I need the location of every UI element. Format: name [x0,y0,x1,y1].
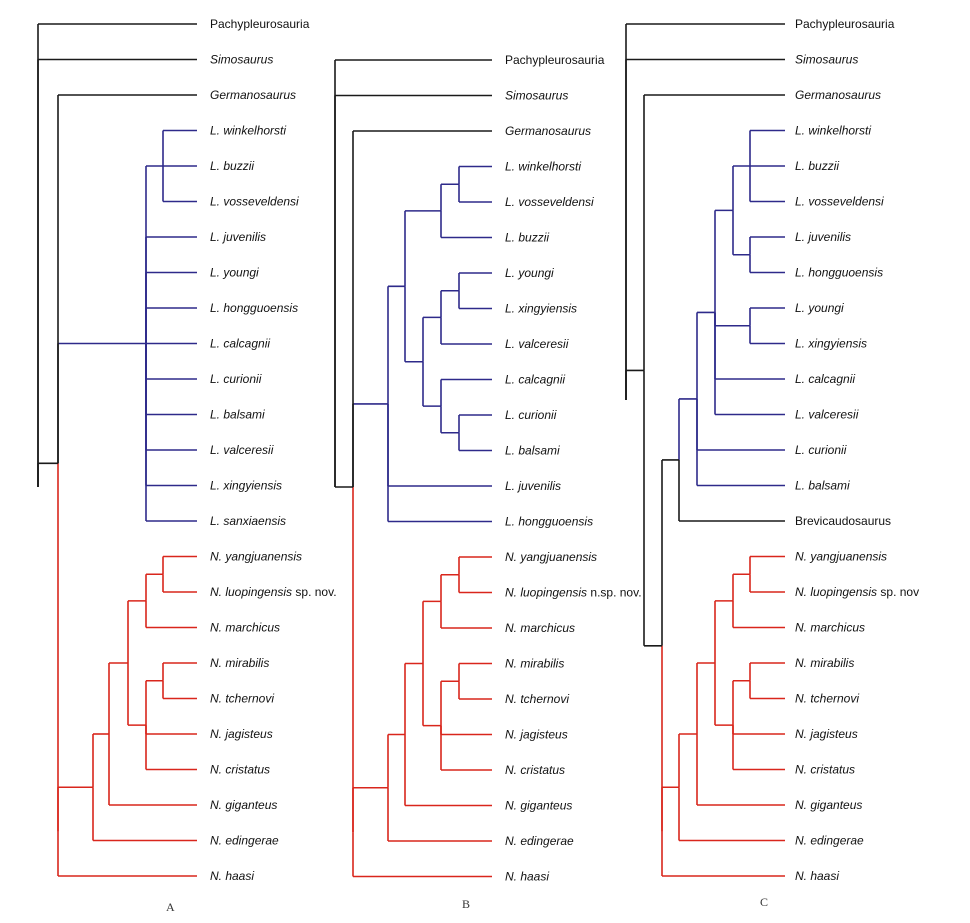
taxon-label: Pachypleurosauria [210,17,310,31]
taxon-label: L. curionii [795,443,847,457]
taxon-label: Simosaurus [505,89,568,103]
taxon-label: L. vosseveldensi [795,195,884,209]
taxon-label: L. buzzii [210,159,254,173]
taxon-label: L. youngi [210,266,259,280]
taxon-label: L. calcagnii [795,372,855,386]
taxon-label: L. juvenilis [505,479,561,493]
taxon-label: N. edingerae [210,834,279,848]
taxon-label: L. buzzii [795,159,839,173]
taxon-label: N. mirabilis [795,656,854,670]
taxon-label: Germanosaurus [505,124,591,138]
panel-label: C [760,895,768,909]
taxon-label: N. mirabilis [210,656,269,670]
taxon-label: N. edingerae [795,834,864,848]
taxon-label: N. giganteus [505,799,572,813]
taxon-label: Brevicaudosaurus [795,514,891,528]
taxon-label: L. balsami [505,444,560,458]
taxon-label: L. xingyiensis [505,302,577,316]
taxon-label: Pachypleurosauria [505,53,605,67]
taxon-label: Germanosaurus [795,88,881,102]
taxon-label: L. winkelhorsti [210,124,286,138]
taxon-label: N. yangjuanensis [505,550,597,564]
taxon-label: L. curionii [210,372,262,386]
taxon-label: N. yangjuanensis [210,550,302,564]
taxon-label: L. calcagnii [210,337,270,351]
taxon-label: L. valceresii [210,443,274,457]
taxon-label: L. youngi [505,266,554,280]
taxon-label: Simosaurus [210,53,273,67]
panel-label: B [462,897,470,911]
taxon-label: L. xingyiensis [210,479,282,493]
taxon-label: Pachypleurosauria [795,17,895,31]
panel-label: A [166,900,175,914]
taxon-label: N. cristatus [210,763,270,777]
taxon-label: N. jagisteus [210,727,273,741]
taxon-label: L. buzzii [505,231,549,245]
taxon-label: L. balsami [210,408,265,422]
taxon-label: Simosaurus [795,53,858,67]
taxon-label: N. haasi [210,869,254,883]
cladogram-panel-b: Pachypleurosauria Simosaurus Germanosaurus… [334,53,642,911]
taxon-label: L. valceresii [505,337,569,351]
taxon-label: N. haasi [505,870,549,884]
cladogram-panel-a: Pachypleurosauria Simosaurus Germanosaurus… [37,17,337,914]
taxon-label: L. winkelhorsti [505,160,581,174]
taxon-label: N. jagisteus [795,727,858,741]
taxon-label: N. giganteus [795,798,862,812]
taxon-label: L. juvenilis [210,230,266,244]
taxon-label: N. luopingensis n.sp. nov. [505,586,642,600]
taxon-label: N. marchicus [795,621,865,635]
taxon-label: L. winkelhorsti [795,124,871,138]
taxon-label: L. vosseveldensi [505,195,594,209]
taxon-label: N. yangjuanensis [795,550,887,564]
taxon-label: L. valceresii [795,408,859,422]
taxon-label: N. edingerae [505,834,574,848]
taxon-label: L. youngi [795,301,844,315]
taxon-label: N. jagisteus [505,728,568,742]
taxon-label: L. hongguoensis [505,515,593,529]
taxon-label: L. curionii [505,408,557,422]
taxon-label: N. giganteus [210,798,277,812]
taxon-label: N. cristatus [505,763,565,777]
taxon-label: N. cristatus [795,763,855,777]
taxon-label: L. hongguoensis [795,266,883,280]
taxon-label: N. tchernovi [795,692,859,706]
taxon-label: N. tchernovi [210,692,274,706]
taxon-label: L. sanxiaensis [210,514,286,528]
cladogram-panel-c: Pachypleurosauria Simosaurus Germanosaurus… [625,17,919,909]
taxon-label: L. juvenilis [795,230,851,244]
taxon-label: Germanosaurus [210,88,296,102]
taxon-label: L. balsami [795,479,850,493]
taxon-label: L. hongguoensis [210,301,298,315]
taxon-label: N. tchernovi [505,692,569,706]
taxon-label: N. haasi [795,869,839,883]
taxon-label: N. marchicus [210,621,280,635]
taxon-label: N. mirabilis [505,657,564,671]
taxon-label: L. vosseveldensi [210,195,299,209]
taxon-label: N. luopingensis sp. nov [795,585,919,599]
taxon-label: L. xingyiensis [795,337,867,351]
taxon-label: N. marchicus [505,621,575,635]
taxon-label: L. calcagnii [505,373,565,387]
taxon-label: N. luopingensis sp. nov. [210,585,337,599]
